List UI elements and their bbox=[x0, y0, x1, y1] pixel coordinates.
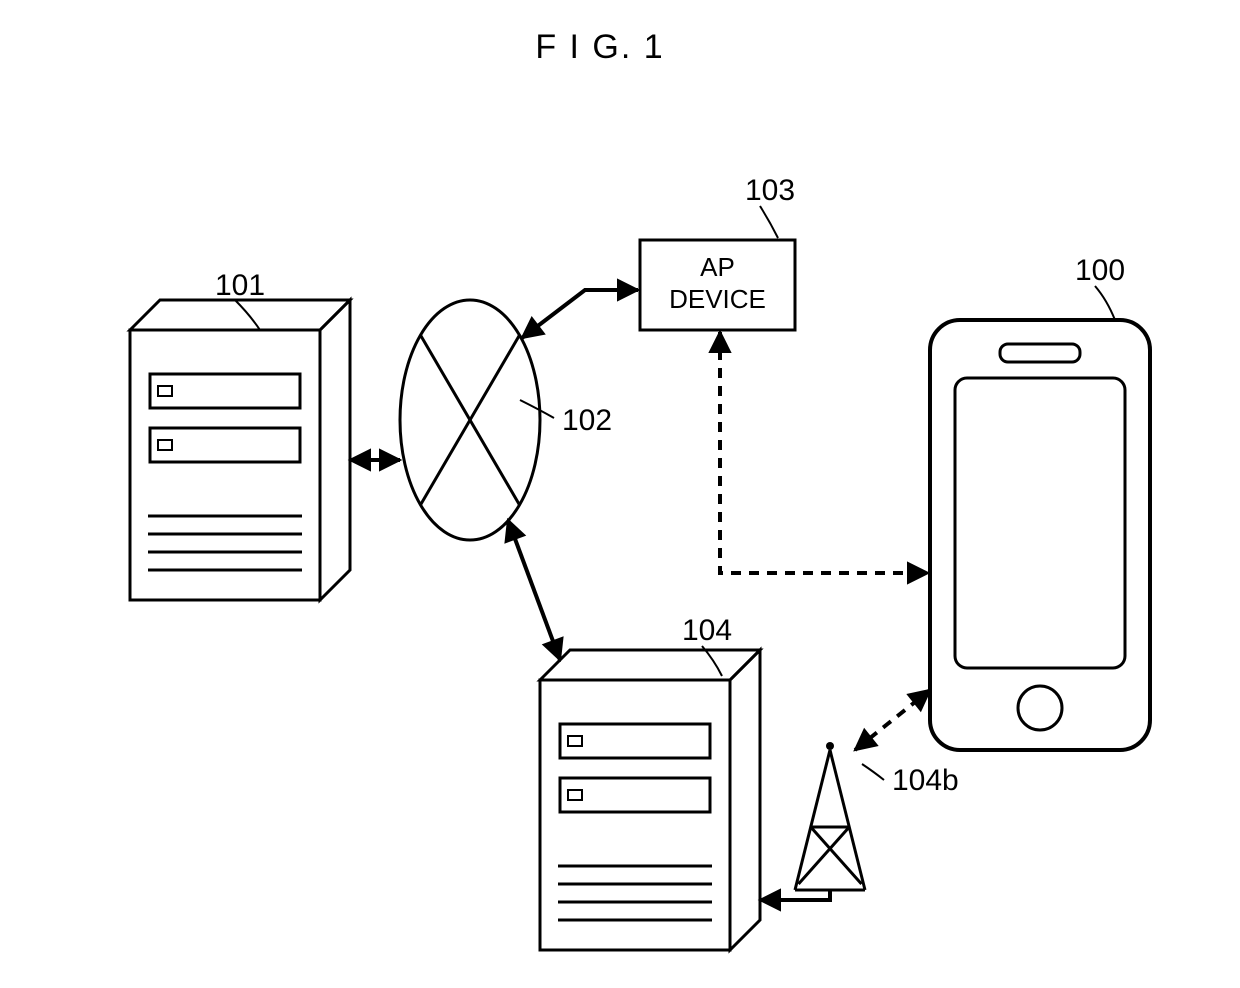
edge bbox=[720, 332, 928, 573]
antenna-tower-104b-ref-label: 104b bbox=[892, 764, 959, 797]
ap-device-103-ref-label: 103 bbox=[745, 174, 795, 207]
figure-title: F I G. 1 bbox=[535, 28, 664, 66]
ap-label-2: DEVICE bbox=[669, 284, 766, 314]
diagram-svg: F I G. 1 101 102 APDEVICE 103 100 104 104b bbox=[0, 0, 1240, 988]
ap-label-1: AP bbox=[700, 252, 735, 282]
figure-1-diagram: F I G. 1 101 102 APDEVICE 103 100 104 104b bbox=[0, 0, 1240, 988]
edge bbox=[522, 290, 638, 338]
mobile-device-100-ref-label: 100 bbox=[1075, 254, 1125, 287]
edge bbox=[855, 690, 930, 750]
edge bbox=[508, 520, 560, 660]
server-104-ref-label: 104 bbox=[682, 614, 732, 647]
network-102-ref-label: 102 bbox=[562, 404, 612, 437]
server-101-ref-label: 101 bbox=[215, 269, 265, 302]
